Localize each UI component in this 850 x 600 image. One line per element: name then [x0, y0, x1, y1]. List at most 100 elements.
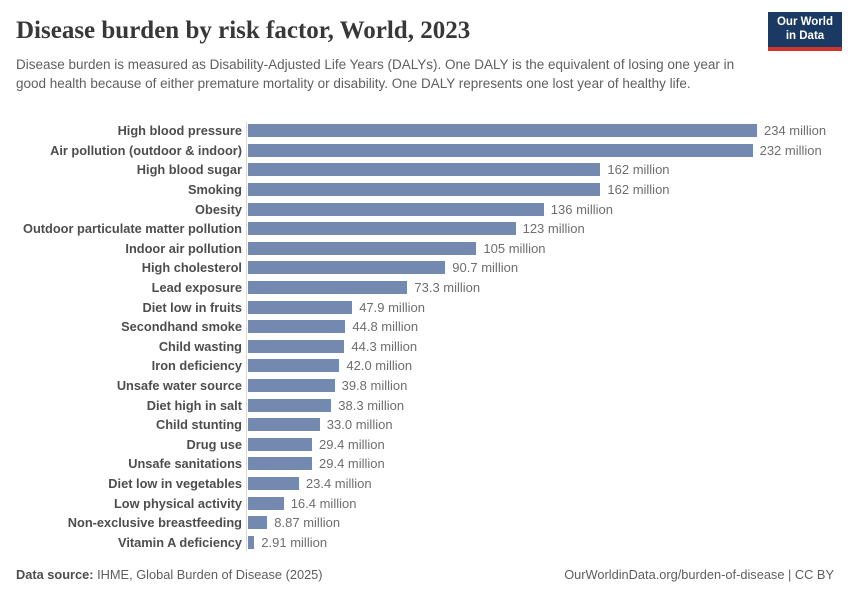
chart-row: Diet low in vegetables 23.4 million [16, 474, 850, 494]
category-label: Iron deficiency [151, 358, 242, 374]
category-label: Unsafe sanitations [128, 456, 242, 472]
value-label: 29.4 million [319, 436, 385, 452]
value-label: 73.3 million [414, 280, 481, 296]
bar-track: 8.87 million [246, 515, 850, 530]
bar-track: 38.3 million [246, 398, 850, 413]
chart-row: Diet high in salt 38.3 million [16, 395, 850, 415]
bar [248, 437, 312, 451]
value-label: 136 million [550, 201, 613, 217]
value-label: 234 million [764, 123, 827, 139]
bar [248, 516, 268, 530]
chart-row: Obesity 136 million [16, 199, 850, 219]
category-label: Unsafe water source [116, 378, 242, 394]
chart-header: Disease burden by risk factor, World, 20… [0, 0, 850, 94]
bar-track: 90.7 million [246, 260, 850, 275]
value-label: 44.3 million [351, 338, 418, 354]
value-label: 90.7 million [452, 260, 519, 276]
chart-row: Low physical activity 16.4 million [16, 493, 850, 513]
bar-chart: High blood pressure 234 million Air pollut… [0, 121, 850, 552]
chart-row: Child wasting 44.3 million [16, 337, 850, 357]
category-label: Low physical activity [113, 495, 242, 511]
bar-track: 73.3 million [246, 280, 850, 295]
bar-track: 16.4 million [246, 496, 850, 511]
category-label: Child wasting [158, 338, 242, 354]
chart-row: Iron deficiency 42.0 million [16, 356, 850, 376]
bar-track: 162 million [246, 182, 850, 197]
data-source-text: IHME, Global Burden of Disease (2025) [93, 567, 323, 582]
value-label: 44.8 million [352, 319, 419, 335]
value-label: 38.3 million [338, 397, 405, 413]
bar-track: 44.3 million [246, 339, 850, 354]
value-label: 232 million [759, 142, 822, 158]
bar [248, 418, 320, 432]
data-source-note: Data source: IHME, Global Burden of Dise… [16, 567, 323, 583]
category-label: Secondhand smoke [121, 319, 242, 335]
value-label: 16.4 million [290, 495, 357, 511]
category-label: Outdoor particulate matter pollution [23, 221, 242, 237]
bar [248, 300, 353, 314]
bar-track: 29.4 million [246, 456, 850, 471]
category-label: Drug use [186, 436, 242, 452]
category-label: Diet high in salt [146, 397, 242, 413]
bar [248, 476, 299, 490]
data-source-label: Data source: [16, 567, 94, 582]
bar [248, 143, 753, 157]
chart-row: Vitamin A deficiency 2.91 million [16, 532, 850, 552]
owid-logo: Our World in Data [768, 12, 842, 51]
page-title: Disease burden by risk factor, World, 20… [16, 17, 471, 44]
chart-row: Unsafe water source 39.8 million [16, 376, 850, 396]
chart-row: Smoking 162 million [16, 180, 850, 200]
bar-track: 44.8 million [246, 319, 850, 334]
bar-track: 136 million [246, 202, 850, 217]
category-label: High blood sugar [136, 162, 242, 178]
category-label: High blood pressure [117, 123, 242, 139]
value-label: 42.0 million [346, 358, 413, 374]
bar [248, 359, 340, 373]
bar-track: 162 million [246, 162, 850, 177]
license-note: OurWorldinData.org/burden-of-disease | C… [564, 567, 834, 582]
value-label: 23.4 million [305, 475, 372, 491]
bar [248, 183, 601, 197]
bar [248, 379, 335, 393]
bar [248, 320, 346, 334]
chart-row: Air pollution (outdoor & indoor) 232 mill… [16, 141, 850, 161]
category-label: Indoor air pollution [125, 240, 242, 256]
bar-track: 2.91 million [246, 535, 850, 550]
value-label: 162 million [607, 162, 670, 178]
category-label: Air pollution (outdoor & indoor) [50, 142, 242, 158]
category-label: High cholesterol [141, 260, 242, 276]
bar [248, 261, 446, 275]
chart-row: Outdoor particulate matter pollution 123 … [16, 219, 850, 239]
chart-row: Indoor air pollution 105 million [16, 239, 850, 259]
bar-track: 123 million [246, 221, 850, 236]
value-label: 123 million [522, 221, 585, 237]
chart-row: Unsafe sanitations 29.4 million [16, 454, 850, 474]
bar [248, 124, 757, 138]
bar-track: 47.9 million [246, 300, 850, 315]
chart-row: Child stunting 33.0 million [16, 415, 850, 435]
category-label: Smoking [187, 182, 242, 198]
bar [248, 222, 516, 236]
chart-row: High blood sugar 162 million [16, 160, 850, 180]
bar [248, 535, 255, 549]
value-label: 29.4 million [319, 456, 385, 472]
chart-row: Drug use 29.4 million [16, 435, 850, 455]
y-axis-line [246, 122, 247, 551]
bar [248, 281, 408, 295]
chart-row: High cholesterol 90.7 million [16, 258, 850, 278]
bar-track: 39.8 million [246, 378, 850, 393]
bar-track: 234 million [246, 123, 850, 138]
bar [248, 163, 601, 177]
value-label: 8.87 million [274, 515, 341, 531]
chart-row: High blood pressure 234 million [16, 121, 850, 141]
category-label: Diet low in vegetables [108, 475, 242, 491]
bar [248, 202, 544, 216]
bar-chart-rows: High blood pressure 234 million Air pollut… [16, 121, 850, 552]
value-label: 39.8 million [341, 378, 408, 394]
bar-track: 33.0 million [246, 417, 850, 432]
chart-row: Lead exposure 73.3 million [16, 278, 850, 298]
bar-track: 105 million [246, 241, 850, 256]
chart-row: Secondhand smoke 44.8 million [16, 317, 850, 337]
category-label: Lead exposure [151, 280, 242, 296]
